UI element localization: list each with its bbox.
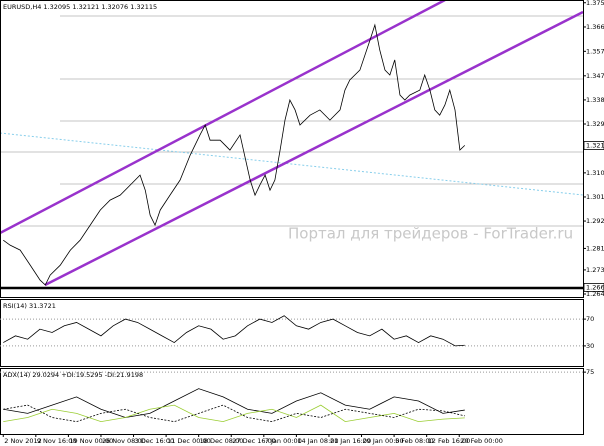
x-tick-label: 7 Jan 00:00 bbox=[265, 437, 302, 445]
x-tick-label: 9 Nov 16:00 bbox=[37, 437, 77, 445]
x-tick-label: 3 Dec 16:00 bbox=[135, 437, 175, 445]
x-tick-label: 2 Nov 2012 bbox=[4, 437, 42, 445]
y-tick-label: 1.28165 bbox=[586, 244, 604, 252]
y-tick-label: 1.35730 bbox=[586, 47, 604, 55]
trend-line bbox=[0, 132, 584, 196]
y-tick-label: 1.29215 bbox=[586, 217, 604, 225]
panel-frame bbox=[0, 0, 584, 298]
y-tick-label: 1.32940 bbox=[586, 120, 604, 128]
panel-frame bbox=[0, 368, 584, 435]
x-tick-label: 14 Jan 08:00 bbox=[297, 437, 338, 445]
panel-title: RSI(14) 31.3721 bbox=[3, 302, 56, 310]
channel-lower bbox=[44, 10, 584, 287]
y-tick-label: 1.30140 bbox=[586, 193, 604, 201]
channel-upper bbox=[0, 0, 446, 235]
y-tick-label: 75 bbox=[586, 368, 594, 376]
x-tick-label: 27 Dec 16:00 bbox=[232, 437, 276, 445]
series-line bbox=[3, 404, 465, 423]
x-tick-label: 19 Nov 00:00 bbox=[69, 437, 113, 445]
y-tick-label: 1.34790 bbox=[586, 72, 604, 80]
y-tick-label: 1.27340 bbox=[586, 266, 604, 274]
watermark: Портал для трейдеров - ForTrader.ru bbox=[288, 225, 573, 243]
panel-title: ADX(14) 29.0294 +DI:19.5295 -DI:21.9198 bbox=[3, 371, 143, 379]
x-tick-label: 5 Feb 08:00 bbox=[395, 437, 434, 445]
y-tick-label: 30 bbox=[586, 342, 594, 350]
y-tick-label: 1.32115 bbox=[586, 142, 604, 150]
x-tick-label: 20 Feb 00:00 bbox=[460, 437, 503, 445]
y-tick-label: 1.37595 bbox=[586, 0, 604, 7]
y-tick-label: 1.31065 bbox=[586, 169, 604, 177]
y-tick-label: 1.36665 bbox=[586, 23, 604, 31]
series-line bbox=[3, 23, 466, 286]
y-tick-label: 1.26415 bbox=[586, 290, 604, 298]
price-box bbox=[583, 141, 604, 150]
x-tick-label: 12 Feb 16:00 bbox=[428, 437, 471, 445]
panel-title: EURUSD,H4 1.32095 1.32121 1.32076 1.3211… bbox=[3, 3, 157, 11]
y-tick-label: 1.26667 bbox=[586, 283, 604, 291]
x-tick-label: 11 Dec 00:00 bbox=[167, 437, 211, 445]
fib-levels bbox=[0, 15, 583, 227]
x-tick-label: 18 Dec 08:00 bbox=[200, 437, 244, 445]
x-tick-label: 29 Jan 00:00 bbox=[363, 437, 404, 445]
y-tick-label: 70 bbox=[586, 315, 594, 323]
x-tick-label: 26 Nov 08:00 bbox=[102, 437, 146, 445]
x-tick-label: 21 Jan 16:00 bbox=[330, 437, 371, 445]
series-line bbox=[3, 388, 465, 418]
panel-frame bbox=[0, 299, 584, 367]
y-tick-label: 1.33865 bbox=[586, 96, 604, 104]
series-line bbox=[3, 404, 465, 423]
price-box bbox=[583, 283, 604, 292]
series-line bbox=[3, 315, 465, 347]
